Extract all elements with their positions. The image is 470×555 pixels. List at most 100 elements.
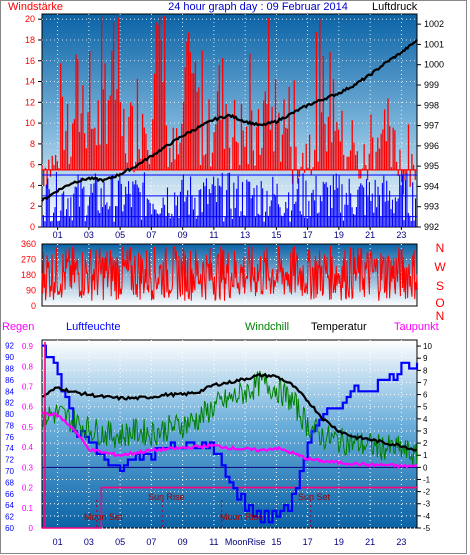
pressure-tick-label: 992 (424, 222, 439, 232)
pressure-tick-label: 1000 (424, 60, 444, 70)
wind-tick-label: 4 (30, 180, 35, 190)
temperature-tick-label: 0 (423, 463, 428, 472)
regen-tick-label: 0.4 (22, 443, 34, 452)
time-tick-label: 03 (84, 537, 94, 547)
wind-tick-label: 14 (25, 77, 35, 87)
temperature-panel: Regen Luftfeuchte Windchill Temperatur T… (2, 321, 439, 547)
temperatur-label: Temperatur (311, 321, 367, 333)
regen-tick-label: 0.9 (22, 342, 34, 351)
temperature-tick-label: 6 (423, 391, 428, 400)
wind-tick-label: 0 (30, 222, 35, 232)
humidity-tick-label: 84 (5, 387, 14, 396)
time-tick-label: 05 (115, 537, 125, 547)
humidity-tick-label: 76 (5, 433, 14, 442)
humidity-tick-label: 86 (5, 376, 14, 385)
taupunkt-label: Taupunkt (394, 321, 439, 333)
time-tick-label: 13 (240, 230, 250, 240)
humidity-tick-label: 92 (5, 342, 14, 351)
direction-tick-label: 360 (21, 239, 36, 249)
wind-tick-label: 18 (25, 35, 35, 45)
time-tick-label: 11 (209, 230, 218, 240)
gust-series (41, 172, 417, 227)
humidity-tick-label: 70 (5, 467, 14, 476)
time-tick-label: 23 (396, 537, 406, 547)
time-tick-label: 19 (334, 537, 344, 547)
temperature-tick-label: 7 (423, 378, 428, 387)
temperature-tick-label: 4 (423, 415, 428, 424)
pressure-tick-label: 998 (424, 100, 439, 110)
wind-series (41, 16, 417, 195)
humidity-tick-label: 62 (5, 513, 14, 522)
temperature-tick-label: -5 (423, 524, 431, 533)
direction-tick-label: 90 (26, 286, 36, 296)
time-tick-label: 01 (53, 230, 63, 240)
time-tick-label: 21 (365, 537, 375, 547)
regen-tick-label: 0.1 (22, 504, 34, 513)
temperature-tick-label: 3 (423, 427, 428, 436)
time-tick-label: 17 (303, 230, 313, 240)
wind-tick-label: 2 (30, 201, 35, 211)
humidity-tick-label: 90 (5, 353, 14, 362)
time-axis-ticks-top: 01 03 05 07 09 11 13 15 17 19 21 23 (53, 227, 406, 240)
direction-tick-label: 180 (21, 270, 36, 280)
pressure-axis-ticks: 992 993 994 995 996 997 998 999 1000 1001 1002 (417, 19, 444, 232)
pressure-tick-label: 1001 (424, 39, 444, 49)
temperature-tick-label: 9 (423, 354, 428, 363)
regen-tick-label: 0.6 (22, 403, 34, 412)
regen-tick-label: 0.7 (22, 382, 34, 391)
header-right-label: Luftdruck (372, 1, 418, 13)
pressure-tick-label: 994 (424, 181, 439, 191)
wind-tick-label: 6 (30, 160, 35, 170)
humidity-tick-label: 66 (5, 490, 14, 499)
sun-set-label: Sun Set (298, 492, 331, 502)
moon-rise-label: Moon Rise (220, 512, 263, 522)
moonrise-tick-label: MoonRise (225, 537, 266, 547)
time-tick-label: 17 (303, 537, 313, 547)
pressure-tick-label: 993 (424, 202, 439, 212)
regen-tick-label: 0.2 (22, 484, 34, 493)
time-tick-label: 09 (178, 230, 188, 240)
time-tick-label: 19 (334, 230, 344, 240)
temperature-tick-label: 8 (423, 366, 428, 375)
regen-line (42, 486, 417, 529)
pressure-tick-label: 999 (424, 80, 439, 90)
time-tick-label: 01 (53, 537, 63, 547)
humidity-tick-label: 60 (5, 524, 14, 533)
time-tick-label: 23 (396, 230, 406, 240)
direction-tick-label: 0 (31, 301, 36, 311)
humidity-axis-ticks: 60 62 64 66 68 70 72 74 76 78 80 82 84 86 88 90 92 (5, 342, 14, 533)
time-tick-label: 11 (209, 537, 218, 547)
time-tick-label: 15 (271, 537, 281, 547)
temperature-tick-label: 2 (423, 439, 428, 448)
temperature-tick-label: 10 (423, 342, 432, 351)
windchill-label: Windchill (245, 321, 289, 333)
time-tick-label: 03 (84, 230, 94, 240)
temperature-axis-ticks: -5 -4 -3 -2 -1 0 1 2 3 4 5 6 7 8 9 10 (417, 342, 432, 533)
regen-label: Regen (2, 321, 34, 333)
regen-axis-ticks: 0 0.1 0.2 0.3 0.4 0.5 0.6 0.7 0.8 0.9 (22, 342, 34, 533)
windchill-line (41, 370, 418, 468)
humidity-tick-label: 78 (5, 421, 14, 430)
regen-tick-label: 0.5 (22, 423, 34, 432)
wind-tick-label: 8 (30, 139, 35, 149)
humidity-tick-label: 72 (5, 456, 14, 465)
temperature-tick-label: -4 (423, 512, 431, 521)
compass-label: N (436, 309, 445, 323)
luftfeuchte-line (42, 344, 419, 524)
wind-tick-label: 16 (25, 56, 35, 66)
wind-tick-label: 20 (25, 14, 35, 24)
pressure-tick-label: 1002 (424, 19, 444, 29)
temperature-tick-label: -2 (423, 488, 431, 497)
header-left-label: Windstärke (8, 1, 63, 13)
humidity-tick-label: 80 (5, 410, 14, 419)
regen-tick-label: 0 (29, 524, 34, 533)
temperature-tick-label: -3 (423, 500, 431, 509)
taupunkt-line (41, 411, 418, 469)
pressure-tick-label: 997 (424, 121, 439, 131)
time-tick-label: 09 (178, 537, 188, 547)
time-tick-label: 05 (115, 230, 125, 240)
compass-label: S (436, 279, 444, 293)
